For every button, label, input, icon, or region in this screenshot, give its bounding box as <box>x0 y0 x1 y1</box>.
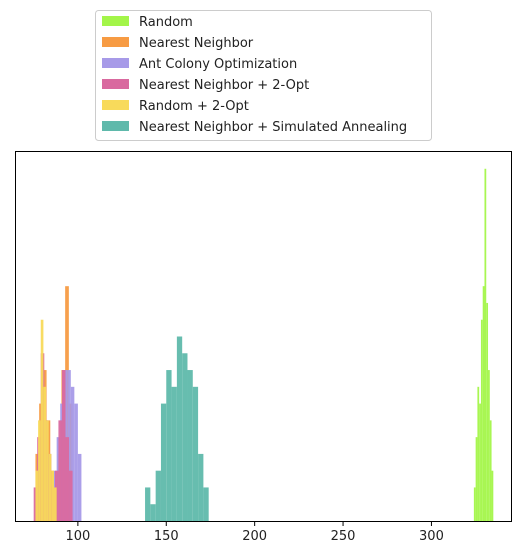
histogram-bar <box>70 386 75 521</box>
histogram-bar <box>43 386 47 521</box>
histogram-bar <box>58 420 62 521</box>
legend-swatch <box>102 121 129 131</box>
x-axis: 100 150 200 250 300 <box>65 521 444 544</box>
histogram-bar <box>484 168 487 521</box>
histogram-bar <box>198 453 204 521</box>
histogram-bar <box>46 420 49 521</box>
histogram-bar <box>69 470 73 521</box>
histogram-bar <box>491 470 494 521</box>
histogram-bars <box>33 168 494 521</box>
series-4 <box>35 319 57 521</box>
histogram-bar <box>65 437 70 521</box>
histogram-bar <box>477 386 480 521</box>
histogram-bar <box>48 453 52 521</box>
histogram-bar <box>192 386 199 521</box>
histogram-bar <box>145 487 151 521</box>
x-tick-label: 250 <box>331 529 356 544</box>
series-5 <box>145 336 209 521</box>
histogram-bar <box>54 487 57 521</box>
legend-swatch <box>102 79 129 89</box>
histogram-bar <box>38 420 41 521</box>
legend-label: Ant Colony Optimization <box>139 57 297 72</box>
histogram-bar <box>40 319 44 521</box>
histogram-bar <box>51 470 55 521</box>
plot-frame <box>15 151 512 522</box>
series-0 <box>473 168 494 521</box>
legend-swatch <box>102 100 129 110</box>
legend-label: Random + 2-Opt <box>139 99 249 114</box>
histogram-bar <box>482 286 485 521</box>
histogram-bar <box>475 437 478 521</box>
histogram-bar <box>489 420 492 521</box>
legend-label: Nearest Neighbor <box>139 36 254 51</box>
histogram-bar <box>480 319 483 521</box>
histogram-bar <box>77 453 82 521</box>
histogram-bar <box>488 370 490 521</box>
histogram-bar <box>203 487 209 521</box>
legend-frame <box>95 10 432 141</box>
histogram-bar <box>171 386 177 521</box>
histogram-bar <box>160 403 167 521</box>
histogram-bar <box>166 370 172 521</box>
histogram-bar <box>187 370 193 521</box>
histogram-bar <box>176 336 183 521</box>
histogram-bar <box>479 403 481 521</box>
legend-swatch <box>102 37 129 47</box>
histogram-bar <box>74 403 78 521</box>
legend-label: Nearest Neighbor + 2-Opt <box>139 78 309 93</box>
x-tick-label: 150 <box>154 529 179 544</box>
legend: Random Nearest Neighbor Ant Colony Optimiz… <box>95 10 432 141</box>
x-tick-label: 200 <box>242 529 267 544</box>
histogram-bar <box>486 302 489 521</box>
legend-swatch <box>102 16 129 26</box>
x-tick-label: 100 <box>65 529 90 544</box>
histogram-bar <box>473 487 476 521</box>
histogram-bar <box>150 504 156 521</box>
histogram-bar <box>35 470 39 521</box>
legend-label: Nearest Neighbor + Simulated Annealing <box>139 120 407 135</box>
histogram-bar <box>61 370 66 521</box>
histogram-bar <box>155 470 161 521</box>
x-tick-label: 300 <box>419 529 444 544</box>
histogram-bar <box>182 353 188 521</box>
legend-swatch <box>102 58 129 68</box>
legend-label: Random <box>139 15 193 30</box>
